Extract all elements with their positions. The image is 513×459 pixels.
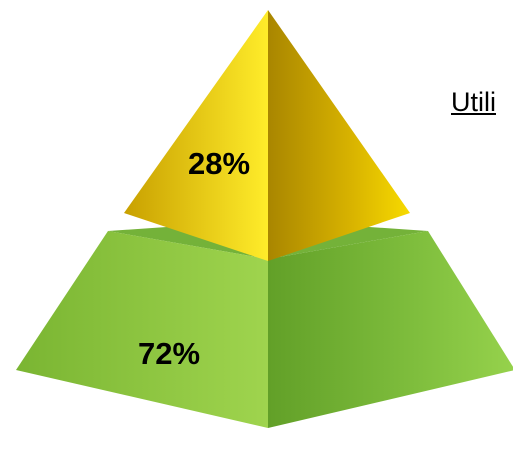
segment-bottom-label: 72% [138, 336, 200, 371]
segment-top-label: 28% [188, 146, 250, 181]
pyramid-segment-top: 28% [124, 10, 410, 261]
segment-top-right-face [268, 10, 410, 261]
segment-bottom-right-face [268, 231, 513, 428]
pyramid-segment-bottom: 72% [16, 220, 513, 428]
segment-bottom-left-face [16, 231, 268, 428]
side-text: Utili [451, 87, 496, 117]
segment-top-left-face [124, 10, 268, 261]
